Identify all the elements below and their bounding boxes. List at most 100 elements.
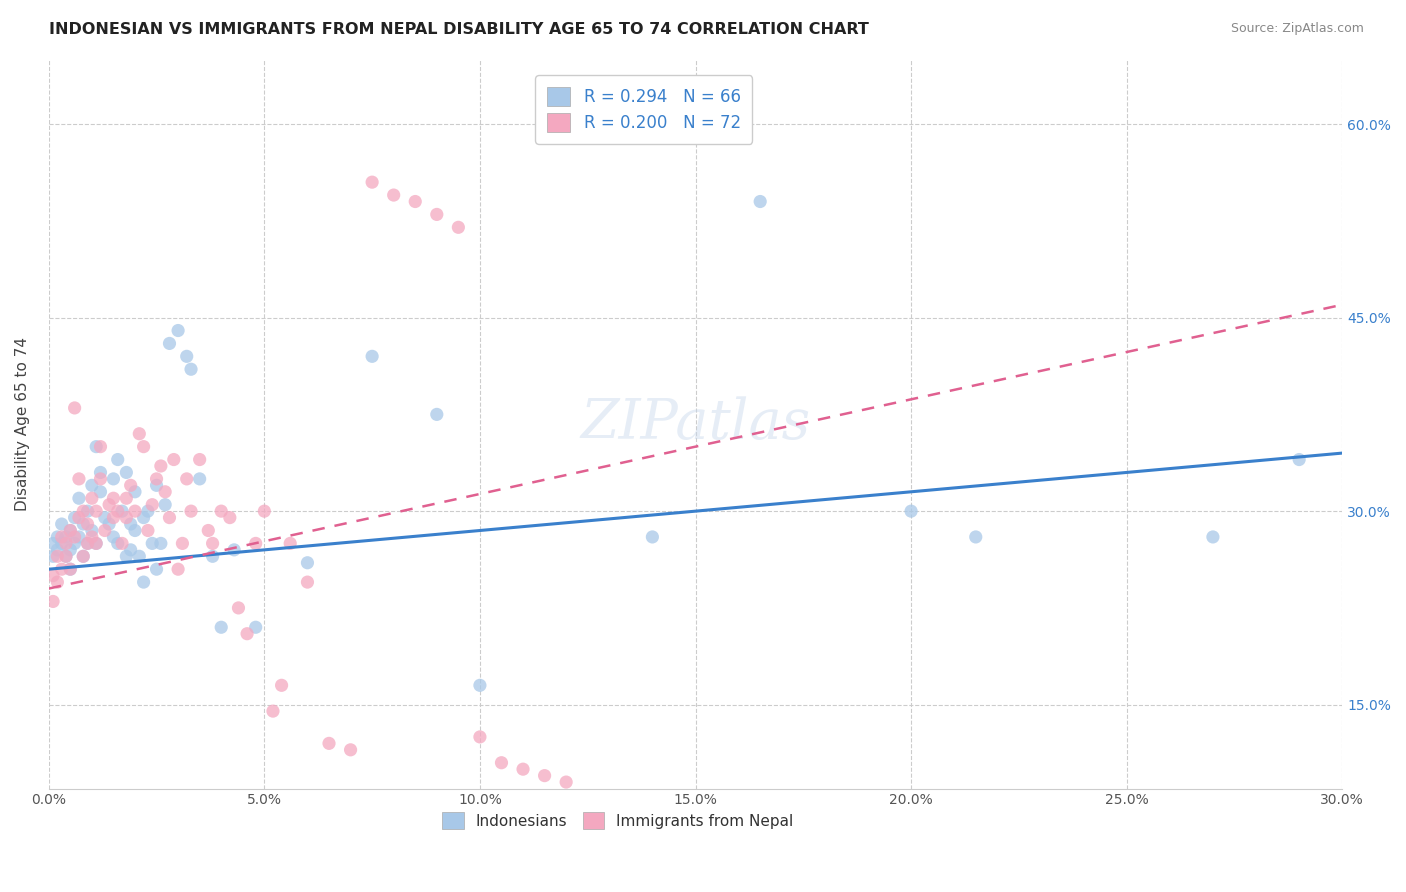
Point — [98, 516, 121, 531]
Point — [63, 536, 86, 550]
Point — [512, 762, 534, 776]
Point — [201, 536, 224, 550]
Point — [159, 336, 181, 351]
Point — [111, 504, 134, 518]
Point — [253, 504, 276, 518]
Point — [468, 678, 491, 692]
Point — [76, 504, 98, 518]
Point — [136, 504, 159, 518]
Point — [361, 349, 384, 363]
Point — [115, 491, 138, 506]
Point — [132, 510, 155, 524]
Point — [46, 530, 69, 544]
Point — [107, 504, 129, 518]
Point — [115, 466, 138, 480]
Point — [224, 542, 246, 557]
Point — [42, 549, 65, 564]
Point — [59, 562, 82, 576]
Point — [51, 516, 73, 531]
Point — [136, 524, 159, 538]
Point — [318, 736, 340, 750]
Point — [72, 549, 94, 564]
Point — [270, 678, 292, 692]
Point — [76, 516, 98, 531]
Point — [128, 426, 150, 441]
Point — [124, 484, 146, 499]
Point — [641, 530, 664, 544]
Point — [555, 775, 578, 789]
Point — [94, 510, 117, 524]
Point — [98, 498, 121, 512]
Point — [278, 536, 301, 550]
Point — [63, 401, 86, 415]
Point — [180, 362, 202, 376]
Point — [84, 504, 107, 518]
Point — [51, 562, 73, 576]
Point — [141, 536, 163, 550]
Point — [67, 472, 90, 486]
Point — [124, 524, 146, 538]
Point — [103, 510, 125, 524]
Point — [153, 484, 176, 499]
Point — [107, 536, 129, 550]
Point — [145, 478, 167, 492]
Point — [103, 472, 125, 486]
Point — [72, 504, 94, 518]
Point — [124, 504, 146, 518]
Point — [167, 324, 190, 338]
Text: INDONESIAN VS IMMIGRANTS FROM NEPAL DISABILITY AGE 65 TO 74 CORRELATION CHART: INDONESIAN VS IMMIGRANTS FROM NEPAL DISA… — [49, 22, 869, 37]
Point — [89, 484, 111, 499]
Point — [201, 549, 224, 564]
Point — [89, 440, 111, 454]
Point — [197, 524, 219, 538]
Point — [120, 542, 142, 557]
Point — [59, 562, 82, 576]
Point — [132, 575, 155, 590]
Point — [180, 504, 202, 518]
Point — [145, 562, 167, 576]
Point — [491, 756, 513, 770]
Point — [111, 536, 134, 550]
Point — [80, 530, 103, 544]
Point — [128, 549, 150, 564]
Point — [55, 530, 77, 544]
Point — [468, 730, 491, 744]
Point — [46, 542, 69, 557]
Point — [89, 472, 111, 486]
Point — [94, 524, 117, 538]
Point — [159, 510, 181, 524]
Point — [149, 536, 172, 550]
Point — [228, 601, 250, 615]
Text: Source: ZipAtlas.com: Source: ZipAtlas.com — [1230, 22, 1364, 36]
Point — [188, 472, 211, 486]
Point — [115, 510, 138, 524]
Point — [149, 458, 172, 473]
Point — [382, 188, 405, 202]
Point — [89, 466, 111, 480]
Point — [153, 498, 176, 512]
Point — [42, 536, 65, 550]
Point — [297, 575, 319, 590]
Point — [209, 620, 232, 634]
Point — [55, 549, 77, 564]
Point — [172, 536, 194, 550]
Point — [141, 498, 163, 512]
Point — [426, 408, 449, 422]
Point — [63, 510, 86, 524]
Point — [80, 478, 103, 492]
Point — [46, 549, 69, 564]
Point — [297, 556, 319, 570]
Point — [67, 491, 90, 506]
Point — [59, 524, 82, 538]
Point — [84, 536, 107, 550]
Point — [67, 510, 90, 524]
Point — [103, 491, 125, 506]
Point — [80, 524, 103, 538]
Point — [76, 536, 98, 550]
Point — [218, 510, 240, 524]
Point — [404, 194, 426, 209]
Point — [46, 575, 69, 590]
Text: ZIPatlas: ZIPatlas — [581, 397, 811, 451]
Point — [339, 743, 361, 757]
Point — [361, 175, 384, 189]
